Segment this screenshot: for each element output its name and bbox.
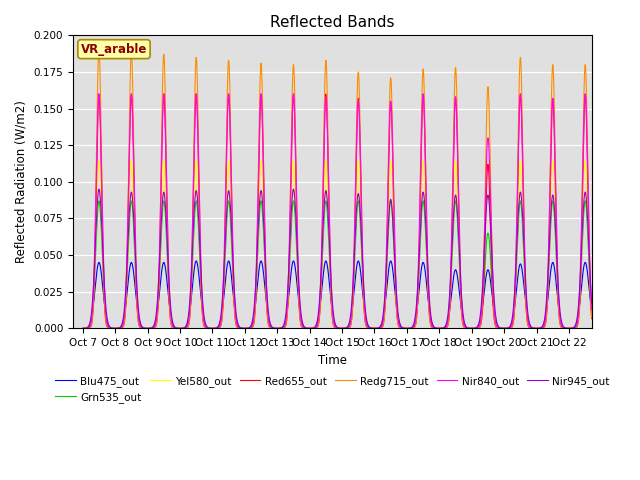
Red655_out: [105, 325, 113, 331]
Grn535_out: [105, 324, 113, 330]
X-axis label: Time: Time: [318, 354, 347, 367]
Red655_out: [95, 91, 103, 97]
Redg715_out: [386, 93, 394, 98]
Nir945_out: [491, 307, 499, 312]
Yel580_out: [408, 325, 416, 331]
Blu475_out: [463, 325, 471, 331]
Blu475_out: [193, 258, 200, 264]
Redg715_out: [463, 325, 471, 331]
Yel580_out: [598, 325, 605, 331]
Grn535_out: [386, 204, 394, 210]
Red655_out: [598, 325, 605, 331]
Redg715_out: [598, 325, 605, 331]
Grn535_out: [79, 325, 86, 331]
Nir945_out: [95, 186, 103, 192]
Nir840_out: [95, 91, 103, 97]
Nir840_out: [408, 325, 416, 331]
Yel580_out: [491, 316, 499, 322]
Nir945_out: [79, 325, 86, 331]
Legend: Blu475_out, Grn535_out, Yel580_out, Red655_out, Redg715_out, Nir840_out, Nir945_: Blu475_out, Grn535_out, Yel580_out, Red6…: [51, 372, 614, 407]
Yel580_out: [463, 325, 471, 331]
Redg715_out: [267, 325, 275, 331]
Y-axis label: Reflected Radiation (W/m2): Reflected Radiation (W/m2): [15, 100, 28, 264]
Nir840_out: [267, 324, 275, 330]
Nir945_out: [386, 202, 394, 207]
Blu475_out: [386, 260, 394, 266]
Red655_out: [386, 115, 394, 120]
Redg715_out: [79, 325, 86, 331]
Yel580_out: [105, 325, 113, 331]
Nir945_out: [408, 324, 416, 330]
Grn535_out: [491, 317, 499, 323]
Yel580_out: [267, 325, 275, 331]
Grn535_out: [408, 325, 416, 331]
Grn535_out: [95, 198, 103, 204]
Nir840_out: [105, 325, 113, 331]
Line: Yel580_out: Yel580_out: [83, 161, 602, 328]
Line: Grn535_out: Grn535_out: [83, 201, 602, 328]
Text: VR_arable: VR_arable: [81, 43, 147, 56]
Nir945_out: [598, 325, 605, 331]
Yel580_out: [95, 158, 103, 164]
Red655_out: [408, 325, 416, 331]
Yel580_out: [79, 325, 86, 331]
Nir945_out: [463, 325, 471, 331]
Blu475_out: [491, 314, 499, 320]
Nir840_out: [79, 325, 86, 331]
Line: Nir840_out: Nir840_out: [83, 94, 602, 328]
Line: Red655_out: Red655_out: [83, 94, 602, 328]
Nir840_out: [491, 315, 499, 321]
Yel580_out: [386, 168, 394, 174]
Blu475_out: [598, 325, 605, 331]
Nir840_out: [463, 325, 471, 331]
Redg715_out: [408, 325, 416, 331]
Redg715_out: [491, 320, 499, 325]
Line: Blu475_out: Blu475_out: [83, 261, 602, 328]
Red655_out: [463, 325, 471, 331]
Red655_out: [267, 325, 275, 331]
Blu475_out: [267, 322, 275, 328]
Line: Redg715_out: Redg715_out: [83, 50, 602, 328]
Red655_out: [79, 325, 86, 331]
Nir945_out: [267, 322, 275, 327]
Nir840_out: [386, 111, 394, 117]
Grn535_out: [598, 325, 605, 331]
Line: Nir945_out: Nir945_out: [83, 189, 602, 328]
Redg715_out: [105, 325, 113, 331]
Title: Reflected Bands: Reflected Bands: [270, 15, 395, 30]
Redg715_out: [95, 47, 103, 53]
Nir945_out: [105, 323, 113, 328]
Blu475_out: [105, 323, 113, 329]
Nir840_out: [598, 325, 605, 331]
Blu475_out: [79, 325, 86, 331]
Grn535_out: [267, 324, 275, 330]
Red655_out: [491, 322, 499, 327]
Blu475_out: [408, 324, 416, 330]
Grn535_out: [463, 325, 471, 331]
